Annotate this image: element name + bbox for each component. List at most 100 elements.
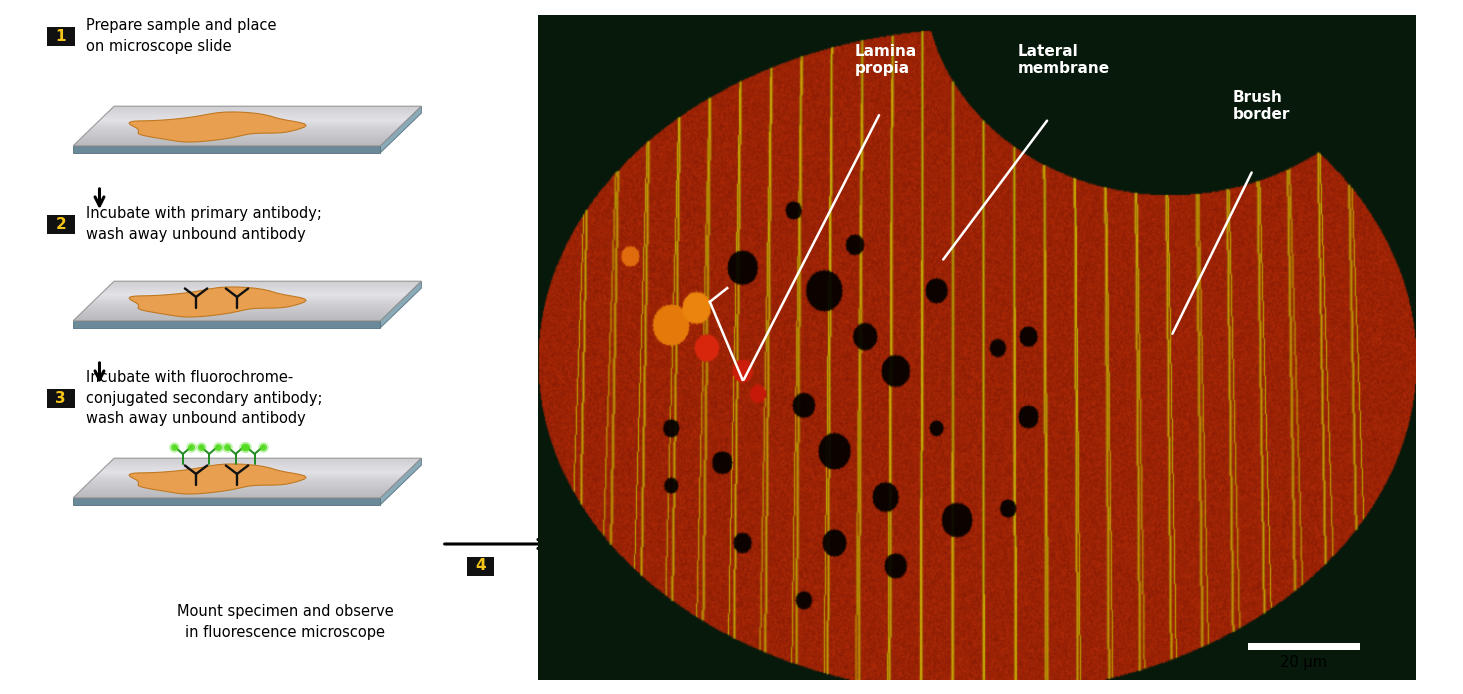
Polygon shape <box>97 297 405 298</box>
Polygon shape <box>89 304 398 305</box>
Polygon shape <box>85 134 392 135</box>
Bar <box>1248 643 1361 650</box>
Polygon shape <box>95 476 402 477</box>
Polygon shape <box>75 143 383 144</box>
Polygon shape <box>105 114 413 115</box>
Polygon shape <box>82 311 391 312</box>
Polygon shape <box>79 314 388 315</box>
Polygon shape <box>380 281 421 328</box>
Polygon shape <box>92 301 401 302</box>
Polygon shape <box>78 493 386 494</box>
Polygon shape <box>99 472 407 473</box>
Polygon shape <box>91 303 399 304</box>
Polygon shape <box>75 318 383 319</box>
Polygon shape <box>108 111 417 112</box>
Polygon shape <box>108 463 417 464</box>
Polygon shape <box>113 106 421 107</box>
Polygon shape <box>111 283 420 284</box>
Polygon shape <box>95 475 404 476</box>
Polygon shape <box>79 139 388 140</box>
Polygon shape <box>129 464 306 494</box>
Polygon shape <box>86 132 395 133</box>
Polygon shape <box>102 468 411 469</box>
Polygon shape <box>105 466 413 467</box>
Polygon shape <box>101 118 410 119</box>
Polygon shape <box>75 144 382 145</box>
Text: 4: 4 <box>475 559 486 573</box>
Text: 1: 1 <box>56 28 66 44</box>
Polygon shape <box>110 109 418 110</box>
Polygon shape <box>80 490 389 491</box>
Polygon shape <box>91 480 399 481</box>
Polygon shape <box>105 113 414 114</box>
Polygon shape <box>97 474 405 475</box>
Text: Incubate with fluorochrome-
conjugated secondary antibody;
wash away unbound ant: Incubate with fluorochrome- conjugated s… <box>86 370 323 426</box>
Polygon shape <box>101 470 410 471</box>
Polygon shape <box>92 478 401 479</box>
Polygon shape <box>105 289 413 290</box>
Text: Mount specimen and observe
in fluorescence microscope: Mount specimen and observe in fluorescen… <box>177 604 394 640</box>
Polygon shape <box>73 321 380 328</box>
Polygon shape <box>110 462 417 463</box>
Polygon shape <box>99 295 407 296</box>
Polygon shape <box>95 123 404 124</box>
Polygon shape <box>98 473 407 474</box>
Polygon shape <box>113 458 421 459</box>
Polygon shape <box>79 492 386 493</box>
Polygon shape <box>73 145 382 146</box>
Polygon shape <box>104 115 413 116</box>
Polygon shape <box>113 281 421 282</box>
Polygon shape <box>129 287 306 317</box>
Polygon shape <box>83 310 392 311</box>
Polygon shape <box>82 137 389 138</box>
Polygon shape <box>88 306 395 307</box>
Polygon shape <box>95 298 404 299</box>
Polygon shape <box>80 313 389 314</box>
Polygon shape <box>75 495 383 496</box>
Polygon shape <box>91 128 399 129</box>
Polygon shape <box>73 498 380 505</box>
Text: 2: 2 <box>56 217 66 232</box>
Polygon shape <box>92 302 399 303</box>
Polygon shape <box>88 483 395 484</box>
Polygon shape <box>99 471 408 472</box>
Polygon shape <box>110 285 417 286</box>
Polygon shape <box>380 106 421 153</box>
Polygon shape <box>97 122 405 123</box>
Polygon shape <box>88 131 395 132</box>
Polygon shape <box>113 107 420 108</box>
FancyBboxPatch shape <box>467 557 494 575</box>
Polygon shape <box>99 120 407 121</box>
Polygon shape <box>99 294 408 295</box>
Polygon shape <box>82 312 389 313</box>
Polygon shape <box>85 308 394 309</box>
Polygon shape <box>102 291 411 292</box>
Polygon shape <box>108 286 417 287</box>
Polygon shape <box>85 485 394 486</box>
Polygon shape <box>78 316 386 317</box>
Polygon shape <box>82 489 389 490</box>
Polygon shape <box>92 479 399 480</box>
Text: Lamina
propia: Lamina propia <box>854 44 917 76</box>
Text: 3: 3 <box>56 391 66 405</box>
Polygon shape <box>94 300 402 301</box>
Polygon shape <box>92 126 401 127</box>
Polygon shape <box>76 142 385 143</box>
Text: Incubate with primary antibody;
wash away unbound antibody: Incubate with primary antibody; wash awa… <box>86 206 322 242</box>
Polygon shape <box>110 110 417 111</box>
Text: 20 μm: 20 μm <box>1280 655 1327 670</box>
Polygon shape <box>104 290 413 291</box>
Polygon shape <box>79 140 386 141</box>
Polygon shape <box>94 125 402 126</box>
Polygon shape <box>76 494 385 495</box>
Polygon shape <box>104 467 413 468</box>
Polygon shape <box>107 287 415 288</box>
Polygon shape <box>76 317 385 318</box>
Polygon shape <box>86 307 395 308</box>
Polygon shape <box>380 458 421 505</box>
Polygon shape <box>80 138 389 139</box>
Polygon shape <box>89 305 396 306</box>
Polygon shape <box>75 496 382 497</box>
Polygon shape <box>82 488 391 489</box>
Polygon shape <box>78 141 386 142</box>
